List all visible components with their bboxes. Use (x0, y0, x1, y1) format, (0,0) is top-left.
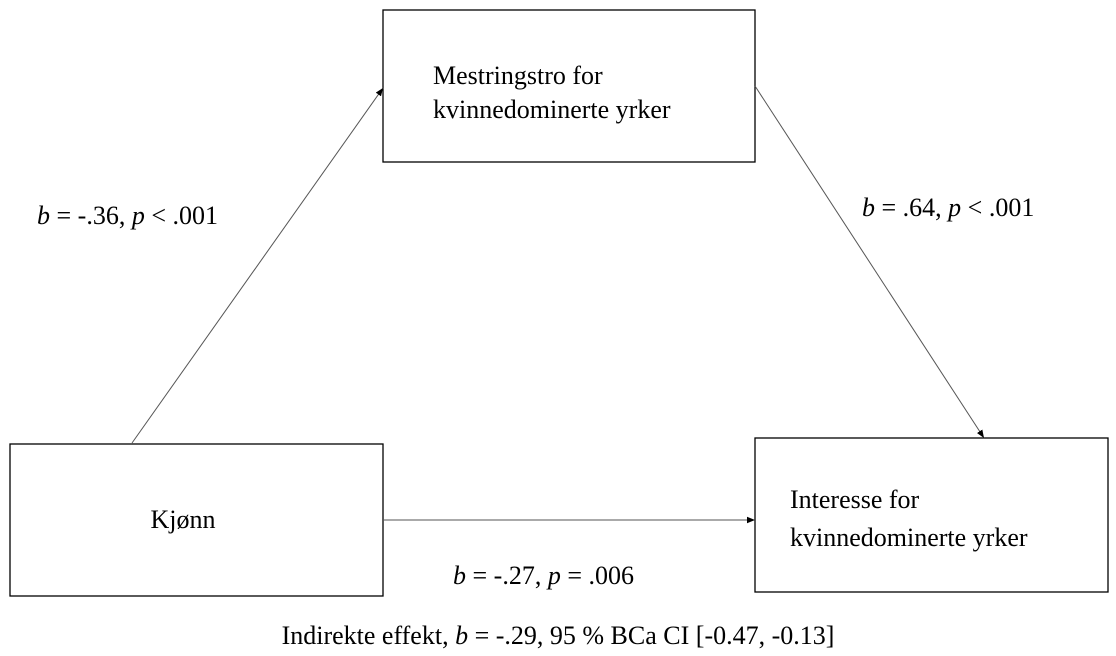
text-part: Indirekte effekt, (282, 621, 456, 650)
text-part: p (130, 201, 145, 230)
text-part: < .001 (145, 201, 218, 230)
node-text: Mestringstro for (433, 61, 603, 90)
text-part: = -.27, (466, 561, 548, 590)
arrow-b (754, 85, 985, 439)
outcome-box (754, 437, 1109, 593)
text-part: = -.29, 95 % BCa CI [-0.47, -0.13] (468, 621, 834, 650)
edge-label: b = -.36, p < .001 (37, 201, 218, 230)
text-part: b (453, 561, 466, 590)
text-part: b (37, 201, 50, 230)
text-part: = .64, (875, 193, 948, 222)
predictor-box (9, 443, 384, 597)
arrow-a (131, 87, 384, 444)
text-part: b (455, 621, 468, 650)
node-text: Interesse for (790, 485, 920, 514)
edge-label: b = .64, p < .001 (862, 193, 1034, 222)
text-part: b (862, 193, 875, 222)
text-part: < .001 (961, 193, 1034, 222)
text-part: = .006 (561, 561, 634, 590)
text-part: = -.36, (50, 201, 132, 230)
text-part: p (546, 561, 561, 590)
text-part: p (946, 193, 961, 222)
footer: Indirekte effekt, b = -.29, 95 % BCa CI … (282, 621, 835, 650)
edge-label: b = -.27, p = .006 (453, 561, 634, 590)
node-text: kvinnedominerte yrker (790, 523, 1028, 552)
node-text: kvinnedominerte yrker (433, 95, 671, 124)
mediator-box (382, 9, 756, 163)
node-text: Kjønn (151, 505, 216, 534)
